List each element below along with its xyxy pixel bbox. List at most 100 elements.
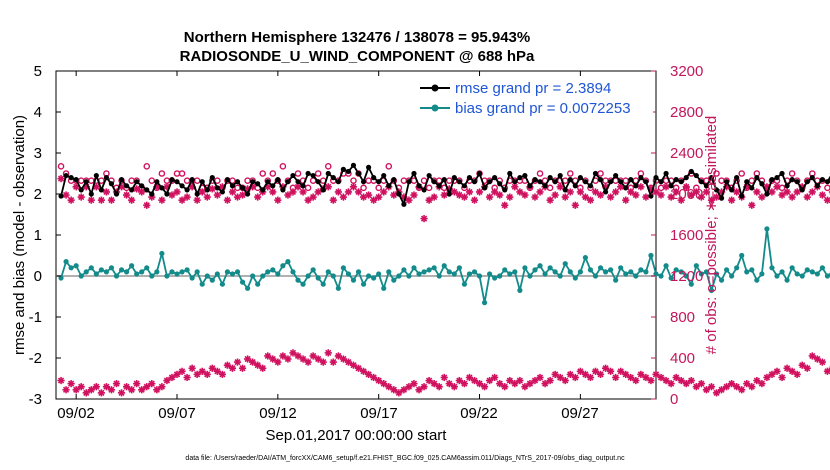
rmse-point (512, 179, 518, 185)
bias-point (209, 277, 215, 283)
bias-point (703, 269, 710, 275)
bias-point (618, 265, 624, 271)
obs-assimilated-low-point (395, 389, 403, 397)
bias-point (149, 273, 155, 279)
obs-assimilated-low-point (279, 352, 287, 360)
bias-point (471, 269, 478, 275)
obs-assimilated-low-point (67, 380, 75, 388)
bias-point (265, 269, 271, 275)
bias-point (779, 269, 785, 275)
obs-assimilated-low-point (667, 380, 675, 388)
obs-assimilated-low-point (133, 380, 141, 388)
bias-point (794, 271, 800, 277)
obs-assimilated-low-point (344, 358, 353, 366)
obs-assimilated-point (496, 191, 504, 199)
obs-assimilated-point (354, 188, 363, 196)
obs-assimilated-low-point (722, 383, 731, 391)
y-right-tick-label: 0 (670, 391, 678, 408)
obs-assimilated-point (465, 188, 474, 196)
obs-assimilated-low-point (274, 358, 282, 366)
rmse-point (597, 177, 604, 183)
obs-assimilated-point (531, 193, 539, 201)
rmse-point (587, 183, 594, 189)
rmse-point (633, 183, 639, 189)
rmse-point (441, 177, 447, 183)
rmse-point (426, 172, 432, 179)
bias-point (285, 259, 291, 265)
obs-assimilated-point (440, 191, 448, 199)
obs-assimilated-low-point (178, 367, 186, 375)
rmse-point (643, 179, 649, 185)
y-right-tick-label: 3200 (670, 63, 703, 80)
rmse-point (345, 168, 352, 175)
bias-point (416, 271, 422, 277)
bias-point (587, 267, 594, 273)
obs-assimilated-low-point (294, 352, 302, 360)
rmse-point (305, 170, 311, 177)
obs-possible-point (294, 170, 302, 177)
obs-possible-point (360, 184, 367, 192)
obs-assimilated-point (405, 196, 413, 204)
rmse-point (411, 170, 417, 177)
rmse-point (174, 179, 180, 185)
obs-assimilated-point (753, 188, 761, 196)
obs-assimilated-low-point (632, 376, 640, 385)
rmse-point (779, 170, 785, 177)
obs-assimilated-low-point (440, 373, 448, 382)
bias-point (134, 271, 140, 277)
obs-assimilated-low-point (475, 380, 484, 388)
rmse-point (703, 183, 710, 189)
obs-assimilated-low-point (486, 376, 494, 385)
obs-assimilated-point (228, 188, 237, 196)
rmse-point (310, 172, 316, 179)
obs-assimilated-point (637, 183, 645, 191)
obs-assimilated-point (390, 191, 398, 199)
obs-assimilated-point (269, 188, 277, 196)
obs-assimilated-point (294, 183, 302, 191)
obs-assimilated-point (289, 188, 297, 196)
y-left-tick-label: 0 (34, 268, 42, 285)
bias-point (602, 269, 609, 275)
bias-point (78, 273, 84, 279)
obs-assimilated-low-point (354, 364, 363, 372)
rmse-point (280, 187, 286, 193)
rmse-point (532, 177, 538, 183)
bias-point (673, 267, 679, 273)
x-tick-label: 09/12 (259, 405, 297, 422)
obs-assimilated-point (133, 185, 141, 193)
obs-assimilated-point (375, 193, 383, 201)
bias-point (330, 273, 336, 279)
obs-assimilated-point (571, 201, 579, 209)
obs-assimilated-point (77, 193, 85, 201)
bias-point (123, 269, 130, 275)
bias-point (260, 273, 266, 279)
bias-point (804, 267, 810, 273)
obs-assimilated-point (773, 183, 781, 191)
obs-assimilated-low-point (460, 380, 469, 388)
obs-assimilated-low-point (823, 367, 830, 375)
bias-point (139, 269, 145, 275)
bias-point (88, 265, 94, 271)
obs-assimilated-point (591, 188, 600, 196)
bias-point (255, 281, 261, 287)
obs-assimilated-point (410, 191, 418, 199)
bias-point (608, 267, 614, 273)
rmse-point (759, 181, 765, 187)
obs-assimilated-low-point (748, 383, 756, 391)
rmse-point (88, 191, 94, 197)
bias-point (224, 269, 231, 275)
obs-assimilated-point (238, 191, 247, 199)
obs-assimilated-point (274, 196, 282, 204)
rmse-point (481, 185, 488, 191)
rmse-point (814, 183, 820, 189)
rmse-point (638, 175, 644, 181)
bias-point (83, 269, 89, 275)
obs-assimilated-low-point (370, 373, 378, 382)
obs-assimilated-low-point (198, 367, 206, 375)
rmse-point (199, 179, 205, 185)
rmse-point (265, 179, 271, 185)
obs-assimilated-point (697, 193, 705, 201)
bias-point (537, 263, 543, 269)
obs-assimilated-low-point (87, 386, 95, 394)
bias-point (824, 273, 830, 279)
